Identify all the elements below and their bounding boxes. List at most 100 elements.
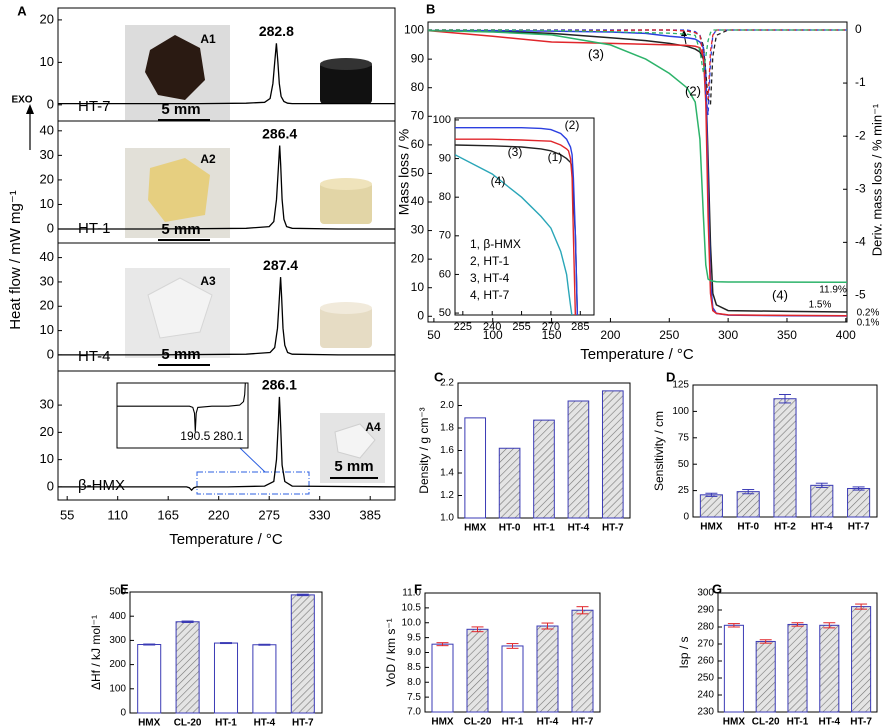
y-tick-label: 70 (411, 108, 425, 122)
y-axis-title: Mass loss / % (396, 129, 412, 215)
y-tick-label: 40 (40, 122, 54, 137)
y-tick-label: 100 (109, 683, 126, 694)
x-tick-label: HMX (723, 717, 746, 727)
y-tick-label: 7.0 (407, 707, 421, 718)
y-tick-label: 75 (678, 432, 690, 443)
x-tick-label: 275 (258, 507, 280, 522)
photo-label: A2 (200, 152, 216, 166)
y-tick-label: 260 (697, 656, 714, 667)
bar (537, 626, 558, 712)
x-tick-label: HT-7 (850, 717, 872, 727)
y-tick-label: 1.6 (440, 445, 454, 456)
legend-label: 4, HT-7 (470, 288, 510, 302)
sample-label: HT-4 (78, 348, 111, 365)
y-tick-label: 50 (411, 166, 425, 180)
bar (465, 418, 486, 518)
y-tick-label: 10 (40, 322, 54, 337)
x-tick-label: HMX (464, 523, 487, 534)
legend-label: 2, HT-1 (470, 254, 510, 268)
y-tick-label: 10.0 (402, 617, 422, 628)
x-tick-label: HMX (431, 717, 454, 727)
y-tick-label: 1.8 (440, 423, 454, 434)
x-tick-label: 385 (359, 507, 381, 522)
bar (291, 595, 314, 713)
bar (700, 495, 722, 517)
panel-label: A (17, 3, 27, 18)
y-tick-label: 250 (697, 673, 714, 684)
x-tick-label: HT-7 (572, 717, 594, 727)
y2-tick-label: -3 (855, 181, 866, 195)
x-tick-label: 250 (659, 328, 679, 342)
x-tick-label: HT-4 (818, 717, 840, 727)
photo-label: A4 (365, 420, 381, 434)
panel-label: B (426, 1, 435, 16)
bar (568, 401, 589, 518)
exo-label: EXO (11, 95, 32, 106)
photo-label: A3 (200, 274, 216, 288)
bar (534, 420, 555, 518)
y-tick-label: 100 (433, 114, 451, 126)
bar (502, 646, 523, 712)
annotation: (1) (548, 150, 563, 164)
y2-tick-label: -1 (855, 75, 866, 89)
bar (788, 624, 807, 712)
y-tick-label: 10 (40, 54, 54, 69)
bar (138, 645, 161, 713)
x-tick-label: CL-20 (174, 718, 202, 727)
x-tick-label: 350 (777, 328, 797, 342)
x-tick-label: HT-1 (787, 717, 809, 727)
y-tick-label: 9.0 (407, 647, 421, 658)
x-tick-label: HT-0 (499, 523, 521, 534)
x-tick-label: HT-4 (568, 523, 590, 534)
bar (253, 645, 276, 713)
y-tick-label: 1.0 (440, 513, 454, 524)
annotation: (4) (772, 287, 788, 302)
y-tick-label: 1.4 (440, 468, 454, 479)
x-tick-label: CL-20 (464, 717, 492, 727)
scale-label: 5 mm (161, 346, 200, 363)
y-axis-title: Heat flow / mW mg⁻¹ (7, 190, 24, 330)
y-tick-label: 0 (120, 708, 126, 719)
y-tick-label: 50 (678, 459, 690, 470)
y-tick-label: 240 (697, 690, 714, 701)
x-tick-label: HMX (700, 522, 723, 533)
bar (176, 622, 199, 713)
y-axis-title: ΔHf / kJ mol⁻¹ (89, 615, 103, 690)
panel-label: G (712, 581, 722, 596)
x-tick-label: 240 (483, 321, 501, 333)
scale-label: 5 mm (334, 458, 373, 475)
y-tick-label: 0 (417, 308, 424, 322)
peak-label: 287.4 (263, 257, 298, 273)
x-tick-label: HT-0 (737, 522, 759, 533)
bar (214, 643, 237, 713)
bar (602, 391, 623, 518)
y-tick-label: 290 (697, 605, 714, 616)
y-tick-label: 230 (697, 707, 714, 718)
x-axis-title: Temperature / °C (169, 531, 283, 548)
inset-label: 190.5 (180, 429, 210, 443)
y-axis-title: Density / g cm⁻³ (417, 407, 431, 493)
x-tick-label: HT-7 (292, 718, 314, 727)
y-tick-label: 30 (40, 273, 54, 288)
y-tick-label: 80 (411, 80, 425, 94)
annotation: (3) (588, 46, 604, 61)
y-tick-label: 2.0 (440, 400, 454, 411)
y-axis-title: VoD / km s⁻¹ (384, 618, 398, 686)
annotation: (4) (491, 174, 506, 188)
y2-tick-label: -5 (855, 288, 866, 302)
bar (572, 610, 593, 712)
x-tick-label: 200 (600, 328, 620, 342)
y-tick-label: 60 (411, 137, 425, 151)
x-tick-label: 300 (718, 328, 738, 342)
y-tick-label: 20 (411, 251, 425, 265)
x-tick-label: 110 (107, 507, 128, 522)
y2-tick-label: -2 (855, 128, 866, 142)
bar (499, 448, 520, 518)
annotation: 11.9% (819, 285, 847, 296)
y-tick-label: 0 (47, 220, 54, 235)
peak-label: 286.4 (262, 125, 297, 141)
x-tick-label: 165 (157, 507, 179, 522)
y-tick-label: 10.5 (402, 603, 422, 614)
legend-label: 1, β-HMX (470, 237, 521, 251)
y-tick-label: 270 (697, 639, 714, 650)
